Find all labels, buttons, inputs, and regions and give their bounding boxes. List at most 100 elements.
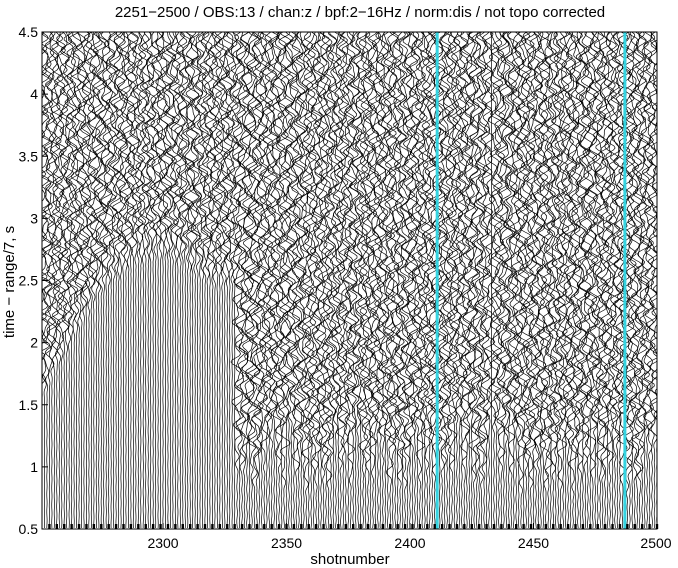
shot-marker	[270, 524, 273, 529]
seismic-trace	[467, 32, 482, 529]
shot-marker	[529, 524, 533, 529]
seismic-trace	[339, 32, 353, 529]
seismic-trace	[105, 32, 118, 529]
seismic-trace	[460, 32, 474, 529]
seismic-trace	[363, 32, 378, 529]
seismic-trace	[425, 32, 440, 529]
shot-marker	[233, 524, 236, 529]
seismic-traces	[42, 32, 657, 529]
shot-marker	[203, 524, 207, 529]
seismic-trace	[390, 32, 405, 529]
shot-marker	[255, 524, 259, 529]
shot-marker	[440, 524, 444, 529]
seismic-trace	[344, 32, 358, 529]
seismic-trace	[309, 32, 324, 529]
seismic-trace	[139, 32, 151, 529]
seismic-trace	[348, 32, 363, 529]
shot-marker	[159, 524, 162, 529]
seismic-trace	[151, 32, 165, 529]
seismic-trace	[356, 32, 370, 529]
seismic-trace	[297, 32, 311, 529]
y-tick-label: 1	[30, 459, 38, 475]
seismic-trace	[388, 32, 402, 529]
seismic-trace	[371, 32, 385, 529]
seismic-trace	[171, 32, 185, 529]
seismic-trace	[203, 32, 217, 529]
shot-marker	[507, 524, 511, 529]
shot-marker	[566, 524, 570, 529]
seismic-trace	[457, 32, 471, 529]
seismic-trace	[576, 32, 590, 529]
seismic-trace	[395, 32, 410, 529]
seismic-trace	[480, 32, 494, 529]
shot-marker	[174, 524, 177, 529]
shot-marker	[626, 524, 629, 529]
shot-marker	[277, 524, 281, 529]
seismic-trace	[514, 32, 528, 529]
shot-marker	[137, 524, 140, 529]
seismic-trace	[292, 32, 306, 529]
seismic-trace	[82, 32, 96, 529]
seismic-trace	[230, 32, 244, 529]
shot-marker	[226, 524, 229, 529]
seismic-trace	[420, 32, 434, 529]
shot-marker	[418, 524, 422, 529]
seismic-trace	[601, 32, 614, 529]
seismic-trace	[584, 32, 598, 529]
shot-marker	[144, 524, 147, 529]
y-tick-label: 4.5	[19, 24, 39, 40]
seismic-trace	[242, 32, 257, 529]
shot-marker	[492, 524, 496, 529]
seismic-trace	[435, 32, 449, 529]
shot-marker	[544, 524, 548, 529]
highlighted-traces	[435, 32, 627, 529]
seismic-trace	[408, 32, 422, 529]
y-tick-label: 3	[30, 210, 38, 226]
seismic-trace	[144, 32, 157, 529]
shot-marker	[263, 524, 266, 529]
seismic-trace	[373, 32, 388, 529]
seismic-trace	[487, 32, 501, 529]
seismic-trace	[307, 32, 321, 529]
shot-marker	[77, 524, 81, 529]
seismic-trace	[267, 32, 281, 529]
seismic-trace	[581, 32, 595, 529]
shot-marker	[648, 524, 651, 529]
seismic-trace	[96, 32, 111, 528]
seismic-trace	[260, 32, 274, 529]
y-tick-label: 4	[30, 86, 38, 102]
seismic-trace	[90, 32, 103, 529]
seismic-trace	[561, 32, 575, 529]
seismic-trace	[176, 32, 189, 529]
shot-marker	[455, 524, 459, 529]
seismic-trace	[102, 32, 116, 529]
shot-marker	[426, 524, 429, 529]
seismic-trace	[69, 32, 84, 529]
seismic-trace	[137, 32, 150, 529]
seismic-trace	[250, 32, 264, 529]
seismic-trace	[566, 32, 580, 529]
seismic-trace	[504, 32, 518, 529]
shot-marker	[618, 524, 622, 529]
seismic-trace	[447, 32, 462, 529]
shot-marker	[389, 524, 392, 529]
shot-markers	[48, 524, 659, 529]
seismic-trace	[116, 32, 130, 529]
seismic-trace	[324, 32, 338, 529]
seismic-trace	[206, 32, 220, 529]
shot-marker	[477, 524, 481, 529]
seismic-trace	[346, 32, 361, 529]
seismic-trace	[452, 32, 467, 529]
seismic-trace	[220, 32, 234, 529]
shot-marker	[181, 524, 184, 529]
seismic-trace	[201, 32, 214, 529]
seismic-trace	[45, 32, 59, 529]
seismic-trace	[146, 32, 160, 529]
seismic-trace	[336, 32, 350, 529]
shot-marker	[211, 524, 214, 529]
seismic-trace	[341, 32, 355, 529]
seismic-trace	[80, 32, 93, 529]
shot-marker	[633, 524, 636, 529]
seismic-trace	[353, 32, 368, 528]
shot-marker	[366, 524, 370, 529]
